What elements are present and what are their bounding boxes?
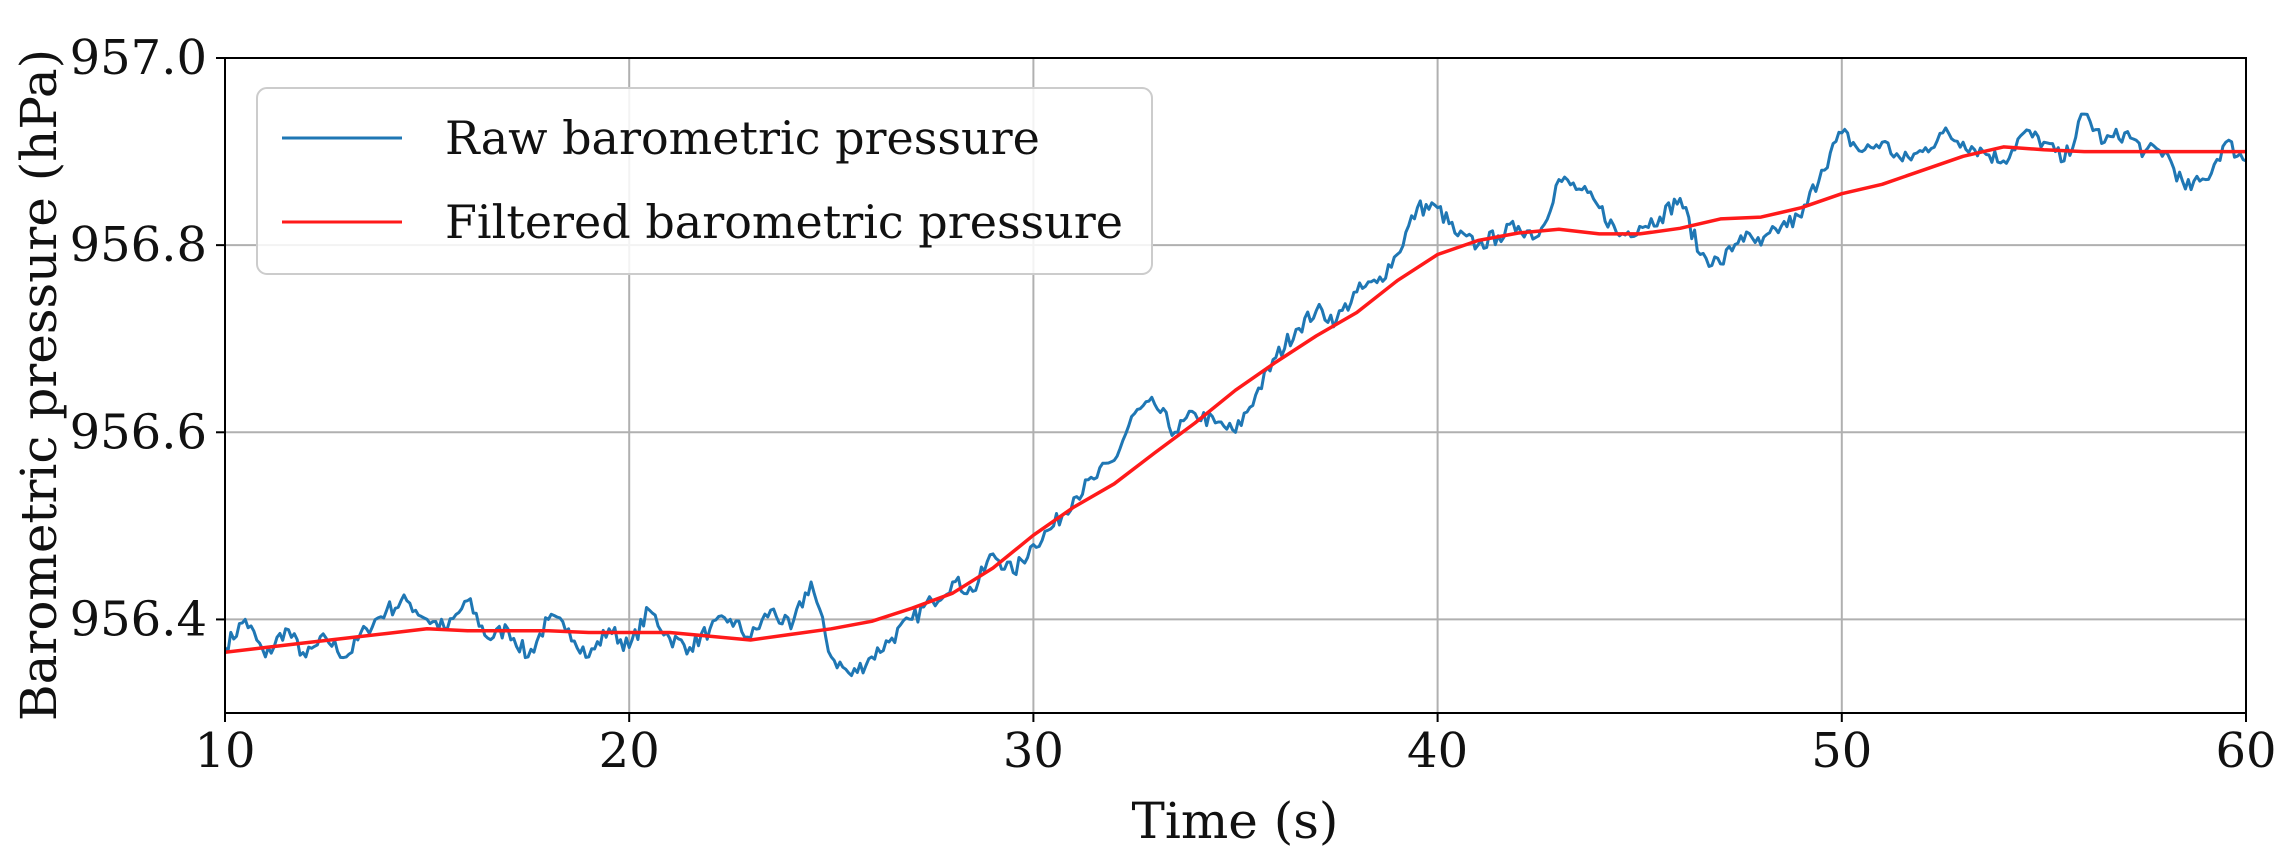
- filtered-pressure-series: [225, 145, 2246, 654]
- legend: Raw barometric pressure Filtered baromet…: [256, 87, 1153, 275]
- raw-pressure-line: [225, 112, 2246, 678]
- y-tick-labels: 956.4 956.6 956.8 957.0: [70, 30, 207, 647]
- raw-pressure-series: [225, 112, 2246, 678]
- x-tick-label: 50: [1811, 723, 1872, 779]
- y-tick-label: 956.4: [70, 591, 207, 647]
- x-tick-label: 20: [599, 723, 660, 779]
- legend-box: [256, 87, 1153, 275]
- x-tick-label: 60: [2215, 723, 2276, 779]
- x-axis-title: Time (s): [1132, 792, 1339, 850]
- y-tick-label: 957.0: [70, 30, 207, 86]
- x-tick-label: 40: [1407, 723, 1468, 779]
- legend-label-raw: Raw barometric pressure: [445, 111, 1040, 165]
- filtered-pressure-line: [225, 145, 2246, 654]
- y-tick-label: 956.6: [70, 404, 207, 460]
- x-tick-label: 30: [1003, 723, 1064, 779]
- axis-ticks: [216, 57, 2247, 722]
- y-axis-title: Barometric pressure (hPa): [10, 49, 68, 721]
- legend-label-filtered: Filtered barometric pressure: [445, 195, 1123, 249]
- y-tick-label: 956.8: [70, 217, 207, 273]
- x-tick-label: 10: [194, 723, 255, 779]
- plot-frame: [224, 57, 2247, 714]
- x-tick-labels: 10 20 30 40 50 60: [194, 723, 2276, 779]
